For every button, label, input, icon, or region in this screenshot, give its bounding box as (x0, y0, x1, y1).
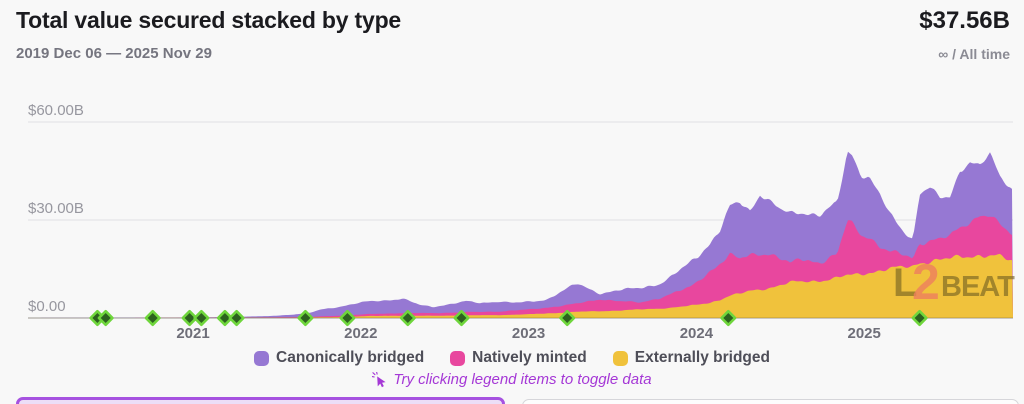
click-cursor-icon (372, 371, 387, 387)
canonical-color-chip-icon (254, 350, 270, 366)
x-axis-label: 2021 (176, 325, 209, 342)
y-axis-label: $60.00B (28, 102, 84, 119)
milestone-icon[interactable] (399, 309, 416, 327)
native-color-chip-icon (450, 350, 466, 366)
milestone-icon[interactable] (181, 309, 198, 327)
milestone-icon[interactable] (144, 309, 161, 327)
milestone-icon[interactable] (453, 309, 470, 327)
legend-hint: Try clicking legend items to toggle data (0, 371, 1024, 388)
legend-item-canonically-bridged[interactable]: Canonically bridged (254, 349, 424, 367)
bottom-tab-unselected[interactable] (522, 399, 1019, 404)
milestone-icon[interactable] (216, 309, 233, 327)
milestone-icon[interactable] (97, 309, 114, 327)
x-axis-label: 2024 (680, 325, 714, 342)
milestone-icon[interactable] (720, 309, 737, 327)
x-axis-label: 2025 (848, 325, 881, 342)
area-externally-bridged[interactable] (28, 253, 1013, 318)
legend-label: Canonically bridged (276, 349, 425, 366)
chart-legend: Canonically bridged Natively minted Exte… (0, 349, 1024, 367)
legend-item-externally-bridged[interactable]: Externally bridged (612, 349, 770, 367)
current-value: $37.56B (919, 7, 1010, 34)
external-color-chip-icon (612, 350, 628, 366)
y-axis-label: $30.00B (28, 200, 84, 217)
page-title: Total value secured stacked by type (16, 7, 402, 33)
milestone-icon[interactable] (297, 309, 314, 327)
l2beat-watermark: BEAT (941, 271, 1015, 303)
date-range: 2019 Dec 06 — 2025 Nov 29 (16, 45, 212, 62)
milestone-icon[interactable] (193, 309, 210, 327)
x-axis-label: 2022 (344, 325, 377, 342)
legend-label: Natively minted (472, 349, 587, 366)
milestone-icon[interactable] (339, 309, 356, 327)
legend-item-natively-minted[interactable]: Natively minted (450, 349, 587, 367)
chart-svg[interactable]: $0.00 $30.00B $60.00B 2021 2022 2023 2024 2025 L… (0, 92, 1024, 347)
y-axis-label: $0.00 (28, 298, 66, 315)
milestone-icon[interactable] (559, 309, 576, 327)
milestone-icon[interactable] (911, 309, 928, 327)
l2beat-watermark: L (893, 261, 917, 305)
x-axis-label: 2023 (512, 325, 545, 342)
bottom-tab-selected[interactable] (16, 397, 505, 404)
legend-hint-text: Try clicking legend items to toggle data (393, 371, 652, 388)
time-range-label[interactable]: ∞ / All time (938, 46, 1010, 62)
legend-label: Externally bridged (634, 349, 770, 366)
milestone-icon[interactable] (228, 309, 245, 327)
l2beat-watermark: 2 (912, 254, 940, 310)
